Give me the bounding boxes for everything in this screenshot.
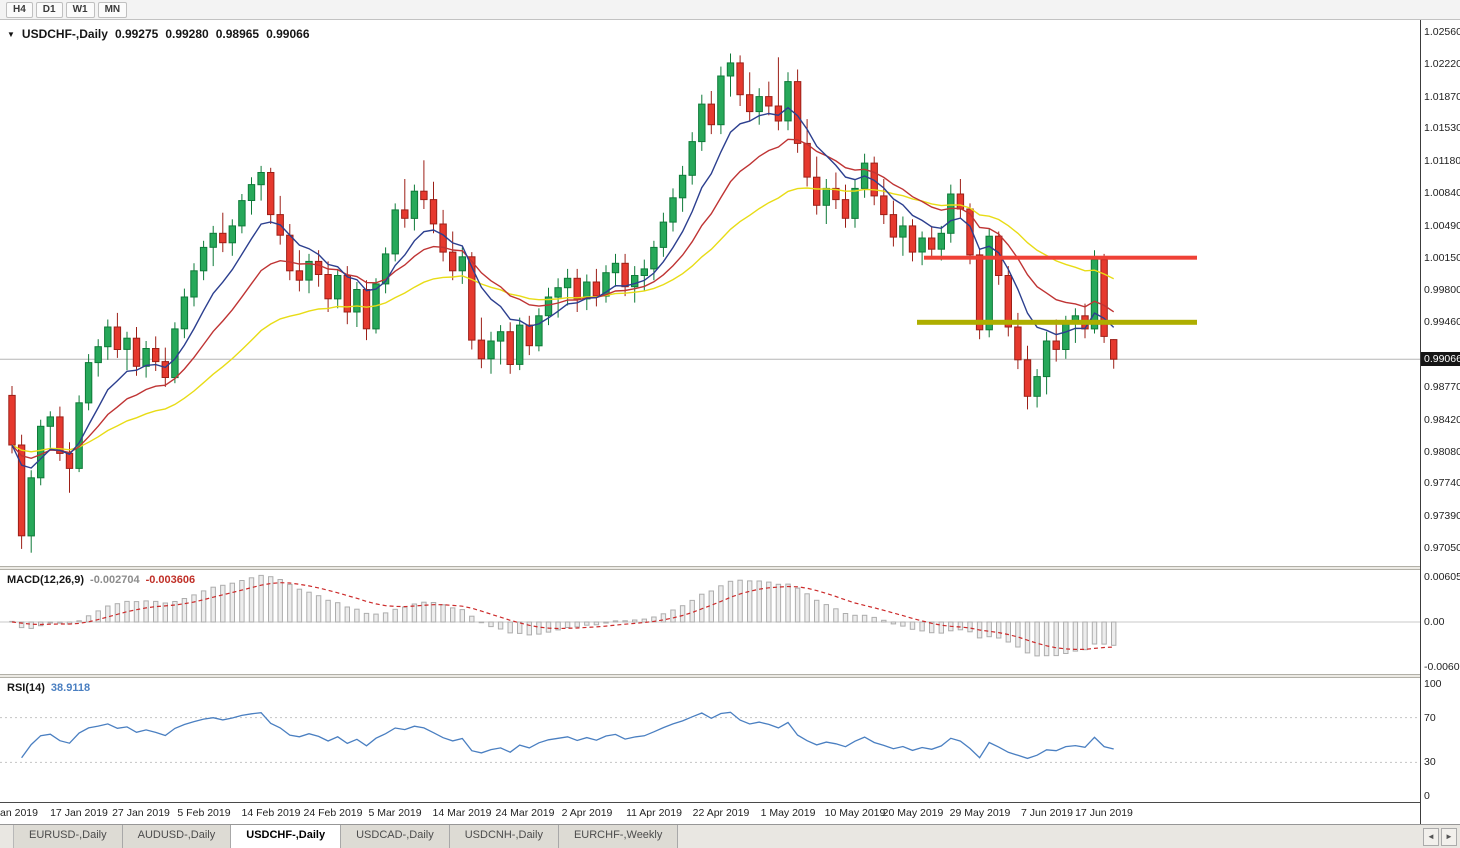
macd-signal-value: -0.003606	[145, 574, 196, 586]
date-axis-label: 5 Feb 2019	[177, 807, 231, 819]
rsi-axis-label: 70	[1424, 712, 1436, 724]
date-axis-label: 22 Apr 2019	[692, 807, 750, 819]
rsi-label: RSI(14) 38.9118	[7, 682, 90, 694]
price-axis-label: 0.97390	[1424, 510, 1460, 522]
chart-panels: ▼ USDCHF-,Daily 0.99275 0.99280 0.98965 …	[0, 20, 1420, 824]
chart-tab-usdcnh[interactable]: USDCNH-,Daily	[449, 825, 559, 848]
price-axis-label: 1.00150	[1424, 252, 1460, 264]
chart-title: ▼ USDCHF-,Daily 0.99275 0.99280 0.98965 …	[7, 27, 310, 41]
macd-name: MACD(12,26,9)	[7, 574, 85, 586]
chart-tab-usdchf[interactable]: USDCHF-,Daily	[230, 825, 342, 848]
date-axis-label: 20 May 2019	[882, 807, 944, 819]
date-axis-label: 2 Apr 2019	[561, 807, 613, 819]
date-axis-label: 24 Mar 2019	[495, 807, 555, 819]
rsi-axis-label: 100	[1424, 678, 1442, 690]
macd-main-value: -0.002704	[90, 574, 140, 586]
macd-indicator-panel[interactable]: MACD(12,26,9) -0.002704 -0.003606	[0, 570, 1420, 674]
rsi-value: 38.9118	[50, 682, 91, 694]
timeframe-toolbar: H4 D1 W1 MN	[0, 0, 1460, 20]
date-axis-label: 24 Feb 2019	[303, 807, 363, 819]
price-axis-label: 0.98420	[1424, 414, 1460, 426]
panel-splitter[interactable]	[0, 674, 1420, 678]
date-axis-label: 11 Apr 2019	[626, 807, 682, 819]
tab-scroll-controls: ◄ ►	[1423, 828, 1460, 848]
low-value: 0.98965	[215, 27, 260, 41]
rsi-axis-label: 0	[1424, 790, 1430, 802]
date-axis-label: 27 Jan 2019	[112, 807, 170, 819]
price-axis-label: 1.00840	[1424, 187, 1460, 199]
date-axis[interactable]: 8 Jan 2019 17 Jan 2019 27 Jan 2019 5 Feb 20…	[0, 802, 1420, 824]
tab-scroll-left-button[interactable]: ◄	[1423, 828, 1439, 846]
timeframe-h4-button[interactable]: H4	[6, 1, 33, 18]
price-axis-label: 1.01870	[1424, 91, 1460, 103]
candlestick-chart[interactable]	[0, 20, 1420, 566]
symbol-dropdown-icon[interactable]: ▼	[7, 29, 15, 39]
price-axis-label: 1.01530	[1424, 122, 1460, 134]
tab-scroll-right-button[interactable]: ►	[1441, 828, 1457, 846]
date-axis-label: 1 May 2019	[760, 807, 816, 819]
price-axis-label: 0.98080	[1424, 446, 1460, 458]
price-axis-label: 0.98770	[1424, 381, 1460, 393]
rsi-axis-label: 30	[1424, 756, 1436, 768]
timeframe-w1-button[interactable]: W1	[65, 1, 95, 18]
date-axis-label: 29 May 2019	[949, 807, 1011, 819]
date-axis-label: 14 Mar 2019	[432, 807, 492, 819]
price-axis-label: 0.97050	[1424, 542, 1460, 554]
high-value: 0.99280	[165, 27, 209, 41]
timeframe-d1-button[interactable]: D1	[35, 1, 63, 18]
date-axis-label: 17 Jan 2019	[50, 807, 108, 819]
price-axis-label: 1.00490	[1424, 220, 1460, 232]
timeframe-mn-button[interactable]: MN	[97, 1, 128, 18]
tab-strip-grip	[0, 825, 14, 848]
date-axis-label: 14 Feb 2019	[241, 807, 301, 819]
date-axis-label: 5 Mar 2019	[368, 807, 422, 819]
chart-tabs: EURUSD-,Daily AUDUSD-,Daily USDCHF-,Daily U…	[14, 825, 679, 848]
macd-label: MACD(12,26,9) -0.002704 -0.003606	[7, 574, 195, 586]
price-axis-label: 0.97740	[1424, 477, 1460, 489]
symbol-period-label: USDCHF-,Daily	[21, 27, 108, 41]
macd-axis-label: -0.006096	[1424, 661, 1460, 673]
macd-axis-label: 0.00	[1424, 616, 1445, 628]
macd-axis-label: 0.006058	[1424, 571, 1460, 583]
price-axis-label: 1.02560	[1424, 26, 1460, 38]
date-axis-label: 8 Jan 2019	[0, 807, 38, 819]
date-axis-label: 10 May 2019	[824, 807, 886, 819]
price-axis-label: 1.02220	[1424, 58, 1460, 70]
price-chart-panel[interactable]: ▼ USDCHF-,Daily 0.99275 0.99280 0.98965 …	[0, 20, 1420, 566]
price-axis[interactable]: 0.99066 1.02560 1.02220 1.01870 1.01530 1.01…	[1420, 20, 1460, 824]
date-axis-label: 17 Jun 2019	[1075, 807, 1133, 819]
chart-tab-bar: EURUSD-,Daily AUDUSD-,Daily USDCHF-,Daily U…	[0, 824, 1460, 848]
chart-tab-eurusd[interactable]: EURUSD-,Daily	[14, 825, 123, 848]
price-axis-label: 0.99800	[1424, 284, 1460, 296]
current-price-badge: 0.99066	[1421, 352, 1460, 366]
open-value: 0.99275	[114, 27, 159, 41]
rsi-chart[interactable]	[0, 678, 1420, 802]
rsi-name: RSI(14)	[7, 682, 45, 694]
price-axis-label: 0.99460	[1424, 316, 1460, 328]
chart-tab-usdcad[interactable]: USDCAD-,Daily	[341, 825, 450, 848]
chart-tab-eurchf[interactable]: EURCHF-,Weekly	[558, 825, 679, 848]
price-axis-label: 1.01180	[1424, 155, 1460, 167]
date-axis-label: 7 Jun 2019	[1021, 807, 1073, 819]
close-value: 0.99066	[266, 27, 310, 41]
panel-splitter[interactable]	[0, 566, 1420, 570]
chart-tab-audusd[interactable]: AUDUSD-,Daily	[122, 825, 232, 848]
macd-chart[interactable]	[0, 570, 1420, 674]
rsi-indicator-panel[interactable]: RSI(14) 38.9118	[0, 678, 1420, 802]
